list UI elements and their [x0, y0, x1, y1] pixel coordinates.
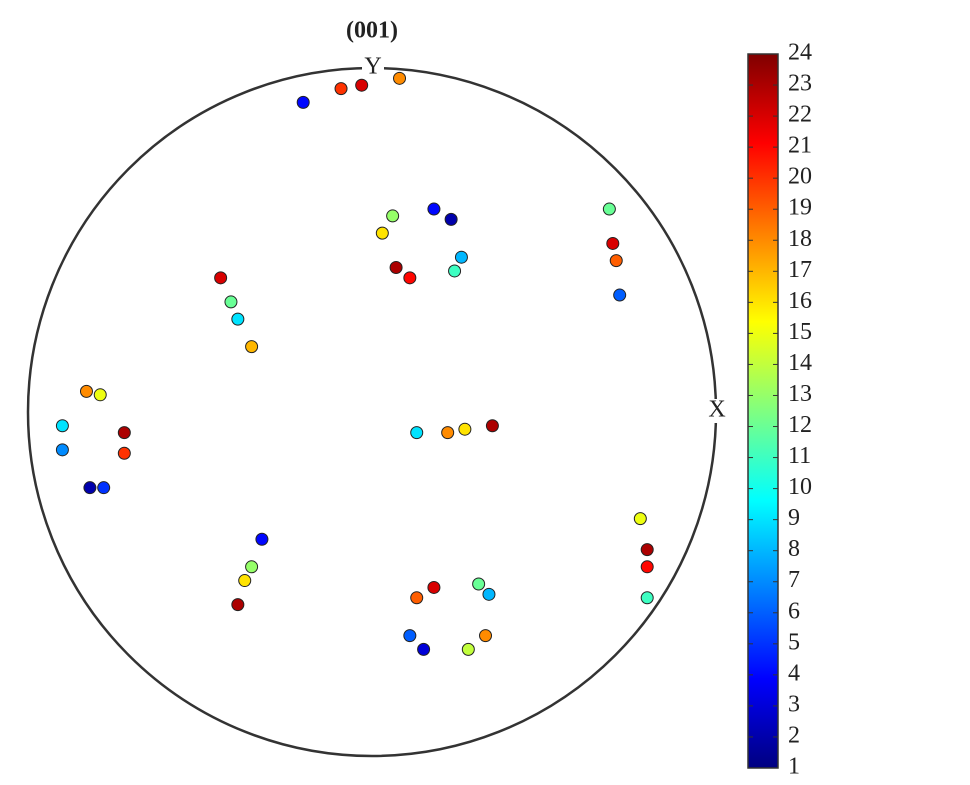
point	[224, 295, 238, 309]
colorbar-tick-label: 10	[788, 474, 812, 500]
label-bg	[362, 56, 384, 80]
colorbar-tick-label: 15	[788, 319, 812, 345]
point	[386, 209, 400, 223]
colorbar-tick-label: 8	[788, 536, 800, 562]
point	[355, 78, 369, 92]
colorbar-tick-label: 7	[788, 567, 800, 593]
label-bg	[706, 399, 728, 423]
point	[245, 340, 259, 354]
point	[403, 271, 417, 285]
point	[472, 577, 486, 591]
point	[427, 202, 441, 216]
point	[441, 426, 455, 440]
point	[417, 642, 431, 656]
point	[410, 591, 424, 605]
point	[410, 426, 424, 440]
pole-figure-circle	[26, 66, 718, 758]
colorbar-tick-label: 2	[788, 722, 800, 748]
point	[609, 254, 623, 268]
point	[479, 629, 493, 643]
colorbar	[747, 53, 779, 769]
point	[214, 271, 228, 285]
point	[231, 598, 245, 612]
point	[448, 264, 462, 278]
point	[93, 388, 107, 402]
point	[444, 212, 458, 226]
point	[79, 384, 93, 398]
point	[458, 422, 472, 436]
point	[375, 226, 389, 240]
point	[245, 560, 259, 574]
point	[255, 532, 269, 546]
colorbar-tick-label: 21	[788, 133, 812, 159]
point	[640, 560, 654, 574]
colorbar-tick-label: 4	[788, 660, 800, 686]
point	[640, 543, 654, 557]
point	[482, 587, 496, 601]
point	[454, 250, 468, 264]
colorbar-tick-label: 18	[788, 226, 812, 252]
point	[55, 443, 69, 457]
colorbar-tick-label: 16	[788, 288, 812, 314]
colorbar-tick-label: 24	[788, 40, 812, 66]
point	[640, 591, 654, 605]
colorbar-tick-label: 3	[788, 691, 800, 717]
x-axis-label: X	[708, 397, 725, 423]
colorbar-tick-label: 22	[788, 102, 812, 128]
point	[97, 481, 111, 495]
colorbar-tick-label: 1	[788, 754, 800, 780]
point	[403, 629, 417, 643]
colorbar-tick-label: 14	[788, 350, 812, 376]
colorbar-tick-label: 20	[788, 164, 812, 190]
point	[613, 288, 627, 302]
colorbar-tick-label: 11	[788, 443, 811, 469]
point	[238, 574, 252, 588]
point	[427, 580, 441, 594]
colorbar-tick-label: 23	[788, 71, 812, 97]
point	[117, 446, 131, 460]
point	[393, 71, 407, 85]
colorbar-tick-label: 5	[788, 629, 800, 655]
point	[485, 419, 499, 433]
point	[117, 426, 131, 440]
colorbar-tick-label: 13	[788, 381, 812, 407]
point	[461, 642, 475, 656]
y-axis-label: Y	[364, 54, 381, 80]
point	[633, 512, 647, 526]
point	[83, 481, 97, 495]
colorbar-tick-label: 17	[788, 257, 812, 283]
colorbar-tick-label: 6	[788, 598, 800, 624]
chart-title: (001)	[346, 18, 398, 44]
point	[602, 202, 616, 216]
colorbar-tick-label: 9	[788, 505, 800, 531]
colorbar-tick-label: 12	[788, 412, 812, 438]
colorbar-tick-label: 19	[788, 195, 812, 221]
point	[334, 82, 348, 96]
point	[296, 95, 310, 109]
point	[389, 261, 403, 275]
point	[55, 419, 69, 433]
point	[231, 312, 245, 326]
point	[606, 236, 620, 250]
